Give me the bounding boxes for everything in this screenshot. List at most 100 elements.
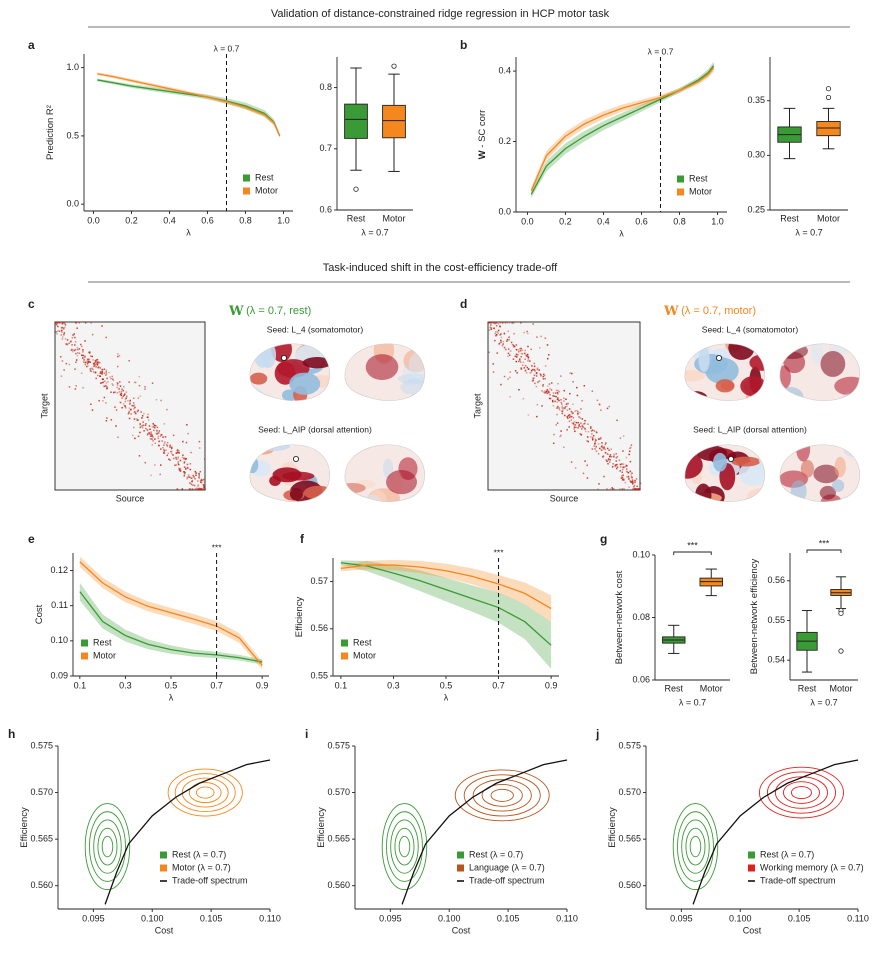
matrix-cell <box>143 430 145 432</box>
matrix-cell <box>490 324 492 326</box>
matrix-cell <box>176 452 179 454</box>
matrix-cell <box>495 322 498 324</box>
matrix-cell <box>513 332 515 335</box>
matrix-cell <box>120 401 122 404</box>
panel-title-text: (λ = 0.7, motor) <box>681 305 756 317</box>
matrix-cell <box>65 343 67 345</box>
matrix-cell <box>63 322 65 324</box>
matrix-cell <box>199 480 202 482</box>
matrix-cell <box>169 444 172 447</box>
x-tick-label: 0.110 <box>259 913 281 923</box>
matrix-cell <box>72 334 75 337</box>
matrix-cell <box>114 391 116 393</box>
matrix-cell <box>603 447 606 450</box>
matrix-cell <box>630 481 633 483</box>
matrix-cell <box>524 369 527 372</box>
matrix-cell <box>587 423 589 425</box>
density-contour <box>774 776 828 809</box>
matrix-cell <box>575 426 577 429</box>
matrix-cell <box>624 481 627 484</box>
legend-marker <box>341 639 348 647</box>
matrix-cell <box>158 440 161 442</box>
legend-label: Motor <box>255 185 278 195</box>
matrix-cell <box>142 424 145 427</box>
y-tick-label: 0.8 <box>319 82 332 92</box>
matrix-cell <box>115 425 117 427</box>
y-tick-label: 0.57 <box>310 576 328 586</box>
matrix-cell <box>148 433 151 435</box>
matrix-cell <box>583 385 586 387</box>
matrix-cell <box>509 376 511 379</box>
matrix-cell <box>517 349 520 351</box>
density-contour <box>676 811 714 882</box>
brain-region <box>740 376 765 397</box>
brain-region <box>386 469 417 495</box>
matrix-cell <box>89 369 92 371</box>
matrix-cell <box>166 444 168 446</box>
matrix-cell <box>130 408 132 411</box>
matrix-cell <box>145 427 147 430</box>
matrix-cell <box>157 437 160 440</box>
matrix-cell <box>117 436 119 439</box>
matrix-cell <box>515 355 518 358</box>
matrix-cell <box>544 377 546 380</box>
matrix-cell <box>546 344 549 346</box>
matrix-cell <box>110 391 112 393</box>
matrix-cell <box>99 370 102 373</box>
matrix-cell <box>198 477 200 479</box>
matrix-cell <box>196 480 199 482</box>
matrix-cell <box>141 415 144 417</box>
matrix-cell <box>563 414 566 417</box>
matrix-cell <box>603 446 605 448</box>
matrix-cell <box>592 438 594 441</box>
matrix-cell <box>64 324 67 326</box>
density-contour <box>188 782 222 804</box>
brain-region <box>253 343 272 368</box>
matrix-cell <box>92 368 94 371</box>
matrix-cell <box>519 361 522 363</box>
matrix-cell <box>73 349 76 352</box>
matrix-cell <box>97 374 99 377</box>
matrix-cell <box>94 364 96 366</box>
matrix-cell <box>504 322 507 324</box>
matrix-cell <box>174 464 176 467</box>
matrix-cell <box>87 358 90 360</box>
matrix-cell <box>99 367 102 369</box>
matrix-cell <box>66 343 69 346</box>
matrix-cell <box>56 330 59 332</box>
matrix-cell <box>512 344 515 347</box>
matrix-cell <box>524 349 526 352</box>
matrix-cell <box>139 423 141 426</box>
matrix-cell <box>106 377 108 380</box>
matrix-cell <box>552 395 554 397</box>
y-tick-label: 0.0 <box>66 199 79 209</box>
matrix-cell <box>591 437 594 440</box>
matrix-cell <box>592 436 594 439</box>
matrix-cell <box>595 431 598 433</box>
brain-edge <box>684 444 765 502</box>
matrix-cell <box>578 425 580 427</box>
matrix-cell <box>622 463 625 465</box>
matrix-cell <box>568 426 570 428</box>
matrix-cell <box>520 322 522 324</box>
matrix-cell <box>198 440 201 443</box>
matrix-cell <box>190 477 192 480</box>
matrix-cell <box>549 397 552 400</box>
matrix-cell <box>500 339 502 342</box>
matrix-cell <box>535 375 538 377</box>
matrix-cell <box>121 388 123 391</box>
matrix-cell <box>86 358 89 361</box>
matrix-cell <box>106 387 108 390</box>
matrix-cell <box>129 399 131 402</box>
matrix-cell <box>563 400 565 402</box>
y-axis-label: Between-network efficiency <box>749 559 760 675</box>
matrix-cell <box>99 361 101 364</box>
matrix-cell <box>536 415 538 418</box>
matrix-cell <box>191 480 193 483</box>
outlier <box>838 648 844 654</box>
matrix-cell <box>540 374 542 376</box>
matrix-cell <box>84 340 86 342</box>
legend-marker <box>243 174 250 182</box>
matrix-cell <box>499 325 501 328</box>
legend-marker <box>81 652 88 660</box>
